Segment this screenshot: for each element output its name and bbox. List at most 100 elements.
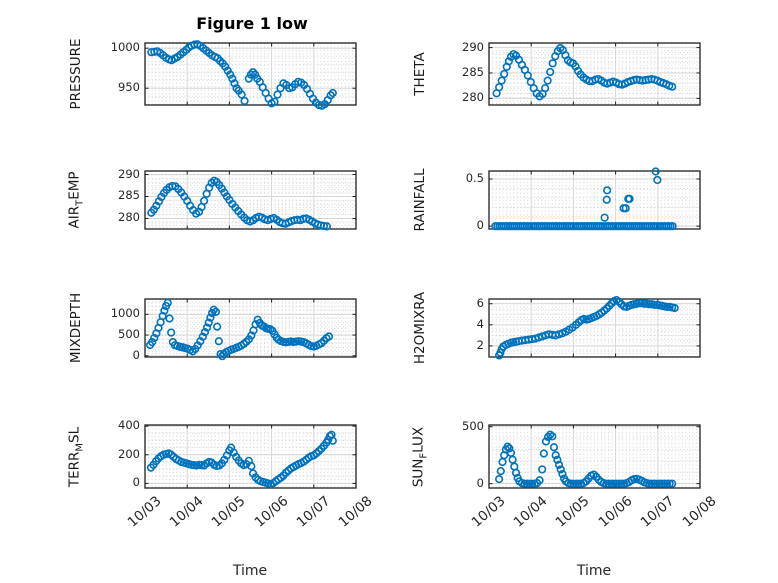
theta-ytick-label: 285 bbox=[462, 64, 484, 79]
rainfall-minor-grid bbox=[489, 171, 700, 229]
terr-msl-axes-box bbox=[144, 424, 357, 489]
data-point-marker bbox=[523, 71, 532, 80]
pressure-markers bbox=[147, 40, 337, 110]
data-point-marker bbox=[240, 96, 249, 106]
data-point-marker bbox=[213, 322, 222, 331]
data-point-marker bbox=[670, 303, 679, 313]
sun-flux-axis-label-segment: SUN bbox=[410, 458, 427, 487]
data-point-marker bbox=[495, 475, 504, 484]
data-point-marker bbox=[247, 462, 256, 471]
mixdepth-ytick-label: 0 bbox=[132, 347, 140, 362]
air-temp-axis-label: AIRTEMP bbox=[67, 171, 86, 228]
theta-ytick-label: 290 bbox=[462, 39, 484, 54]
mixdepth-markers bbox=[145, 298, 334, 361]
theta-markers bbox=[492, 43, 677, 101]
data-point-marker bbox=[508, 455, 517, 464]
air-temp-axis-label-segment: AIR bbox=[66, 205, 83, 229]
data-point-marker bbox=[319, 221, 329, 231]
data-point-marker bbox=[651, 167, 660, 176]
theta-ytick-label: 280 bbox=[462, 90, 484, 105]
data-point-marker bbox=[553, 455, 562, 464]
data-point-marker bbox=[496, 467, 505, 476]
data-point-marker bbox=[322, 222, 331, 231]
data-point-marker bbox=[527, 479, 537, 488]
data-point-marker bbox=[328, 88, 337, 98]
data-point-marker bbox=[511, 468, 521, 477]
data-point-marker bbox=[273, 90, 282, 99]
data-point-marker bbox=[541, 84, 550, 93]
data-point-marker bbox=[655, 479, 664, 488]
data-point-marker bbox=[226, 70, 235, 79]
data-point-marker bbox=[609, 479, 619, 488]
data-point-marker bbox=[543, 76, 552, 85]
data-point-marker bbox=[525, 479, 534, 488]
data-point-marker bbox=[600, 213, 609, 222]
data-point-marker bbox=[662, 479, 672, 488]
pressure-ytick-label: 950 bbox=[118, 80, 140, 95]
data-point-marker bbox=[551, 451, 560, 460]
rainfall-axis-label-segment: RAINFALL bbox=[412, 168, 428, 232]
data-point-marker bbox=[558, 469, 567, 479]
data-point-marker bbox=[571, 479, 581, 488]
sun-flux-axis-label-segment: LUX bbox=[410, 426, 427, 453]
data-point-marker bbox=[650, 479, 659, 488]
sun-flux-axis-label-segment: F bbox=[418, 452, 430, 459]
data-point-marker bbox=[202, 323, 212, 332]
terr-msl-axis-label: TERRMSL bbox=[67, 426, 86, 486]
air-temp-axis-label-segment: EMP bbox=[66, 171, 83, 200]
terr-msl-markers bbox=[146, 430, 337, 489]
pressure-axis-label: PRESSURE bbox=[68, 39, 84, 110]
data-point-marker bbox=[204, 318, 213, 327]
data-point-marker bbox=[500, 69, 509, 79]
data-point-marker bbox=[668, 479, 677, 488]
theta-minor-grid bbox=[489, 43, 700, 105]
pressure-axes-box bbox=[144, 42, 357, 106]
data-point-marker bbox=[150, 333, 159, 343]
air-temp-ytick-label: 285 bbox=[118, 188, 140, 203]
data-point-marker bbox=[230, 79, 239, 88]
terr-msl-ytick-label: 400 bbox=[118, 418, 140, 433]
mixdepth-axis-label-segment: MIXDEPTH bbox=[68, 292, 84, 364]
data-point-marker bbox=[209, 305, 218, 314]
theta-plot bbox=[488, 42, 701, 106]
rainfall-markers bbox=[491, 167, 677, 231]
data-point-marker bbox=[214, 337, 223, 346]
rainfall-ytick-label: 0 bbox=[476, 218, 484, 233]
data-point-marker bbox=[660, 479, 669, 488]
data-point-marker bbox=[652, 479, 662, 488]
h2omixra-major-grid bbox=[489, 299, 700, 357]
data-point-marker bbox=[497, 76, 506, 85]
mixdepth-ytick-label: 500 bbox=[118, 327, 140, 342]
data-point-marker bbox=[602, 479, 611, 488]
h2omixra-ytick-label: 4 bbox=[476, 316, 484, 331]
data-point-marker bbox=[163, 298, 172, 307]
data-point-marker bbox=[662, 302, 672, 312]
data-point-marker bbox=[668, 222, 677, 231]
data-point-marker bbox=[328, 436, 337, 445]
air-temp-markers bbox=[147, 176, 331, 231]
air-temp-ytick-label: 280 bbox=[118, 210, 140, 225]
theta-major-grid bbox=[489, 43, 700, 105]
data-point-marker bbox=[607, 479, 616, 488]
data-point-marker bbox=[612, 479, 621, 488]
data-point-marker bbox=[574, 479, 583, 488]
data-point-marker bbox=[635, 299, 644, 308]
data-point-marker bbox=[569, 479, 578, 488]
data-point-marker bbox=[198, 332, 207, 341]
data-point-marker bbox=[650, 300, 659, 309]
data-point-marker bbox=[495, 83, 504, 92]
data-point-marker bbox=[538, 465, 547, 474]
mixdepth-axes-box bbox=[144, 298, 357, 358]
mixdepth-ytick-label: 1000 bbox=[110, 306, 140, 321]
data-point-marker bbox=[548, 432, 557, 441]
data-point-marker bbox=[270, 97, 279, 106]
pressure-ytick-label: 1000 bbox=[110, 40, 140, 55]
sun-flux-plot bbox=[488, 424, 701, 489]
data-point-marker bbox=[539, 449, 548, 458]
h2omixra-ytick-label: 6 bbox=[476, 295, 484, 310]
data-point-marker bbox=[556, 465, 565, 474]
data-point-marker bbox=[535, 476, 544, 485]
rainfall-ytick-label: 0.5 bbox=[465, 171, 484, 186]
air-temp-ytick-label: 290 bbox=[118, 166, 140, 181]
